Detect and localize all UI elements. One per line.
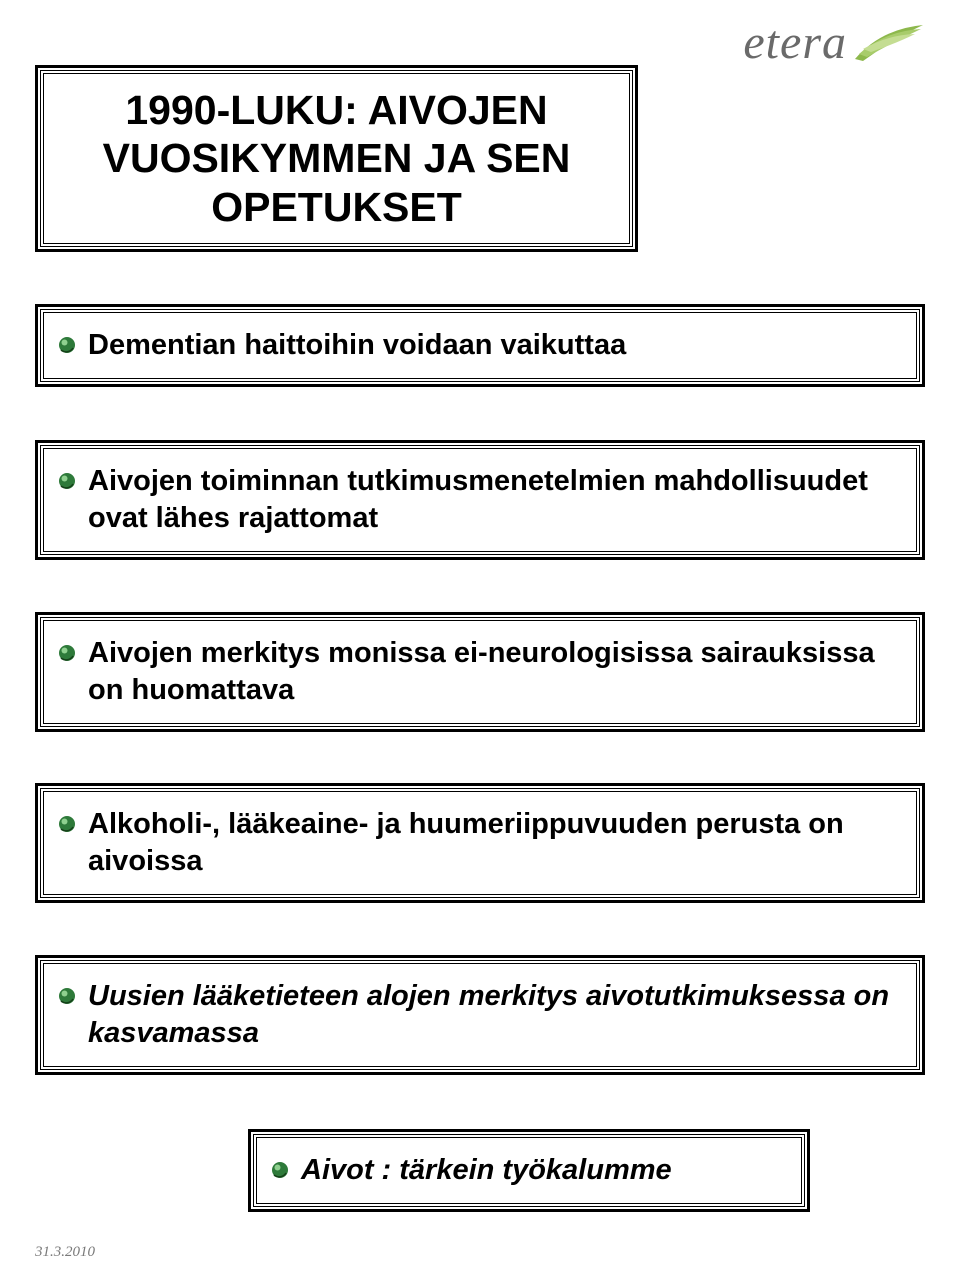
bullet-icon [58,336,76,354]
brand-logo: etera [743,15,925,70]
title-box: 1990-LUKU: AIVOJEN VUOSIKYMMEN JA SEN OP… [35,65,638,252]
content-box-4: Alkoholi-, lääkeaine- ja huumeriippuvuud… [35,783,925,903]
content-text-1: Dementian haittoihin voidaan vaikuttaa [88,327,626,364]
bullet-icon [58,987,76,1005]
footer-date: 31.3.2010 [35,1244,95,1261]
logo-text: etera [743,15,847,70]
content-text-6: Aivot : tärkein työkalumme [301,1152,672,1189]
page-title: 1990-LUKU: AIVOJEN VUOSIKYMMEN JA SEN OP… [44,74,629,243]
leaf-icon [853,19,925,67]
content-box-3: Aivojen merkitys monissa ei-neurologisis… [35,612,925,732]
content-box-1: Dementian haittoihin voidaan vaikuttaa [35,304,925,387]
content-box-6: Aivot : tärkein työkalumme [248,1129,810,1212]
bullet-icon [58,644,76,662]
content-text-3: Aivojen merkitys monissa ei-neurologisis… [88,635,900,709]
content-text-5: Uusien lääketieteen alojen merkitys aivo… [88,978,900,1052]
content-text-2: Aivojen toiminnan tutkimusmenetelmien ma… [88,463,900,537]
bullet-icon [58,815,76,833]
bullet-icon [58,472,76,490]
content-text-4: Alkoholi-, lääkeaine- ja huumeriippuvuud… [88,806,900,880]
content-box-5: Uusien lääketieteen alojen merkitys aivo… [35,955,925,1075]
bullet-icon [271,1161,289,1179]
content-box-2: Aivojen toiminnan tutkimusmenetelmien ma… [35,440,925,560]
